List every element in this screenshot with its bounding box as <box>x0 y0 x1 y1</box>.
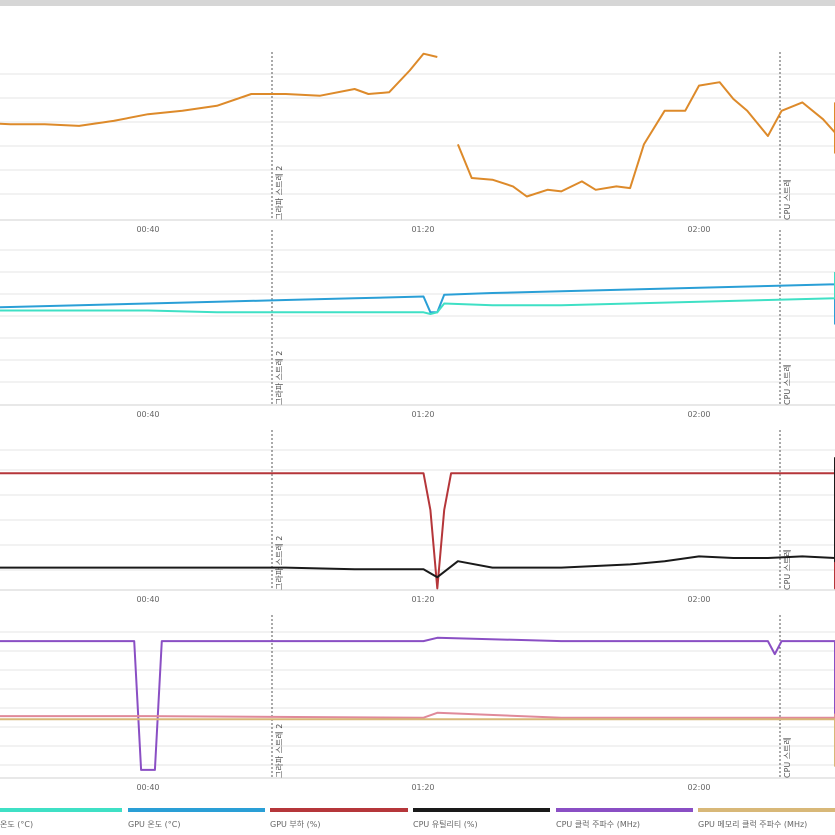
event-marker-label: CPU 스트레 <box>783 364 792 405</box>
event-marker-label: 그라파 스트레 2 <box>275 536 284 590</box>
x-tick-label: 01:20 <box>411 410 434 419</box>
series-line-gpu_load <box>0 472 835 590</box>
legend-item[interactable]: CPU 유틸리티 (%) <box>413 806 550 835</box>
legend-swatch <box>0 808 122 812</box>
series-line-cpu_temp <box>0 272 835 315</box>
chart-panel-2: 00:40 01:20 02:00 그라파 스트레 2 CPU 스트레 <box>0 230 835 419</box>
legend-swatch <box>270 808 408 812</box>
chart-stack: 00:40 01:20 02:00 그라파 스트레 2 CPU 스트레 00:40 01:2… <box>0 52 835 792</box>
legend-item[interactable]: GPU 부하 (%) <box>270 806 408 835</box>
event-marker-label: CPU 스트레 <box>783 179 792 220</box>
legend-swatch <box>128 808 265 812</box>
series-line-gpu_temp <box>0 281 835 325</box>
x-tick-label: 02:00 <box>687 410 710 419</box>
event-marker-label: 그라파 스트레 2 <box>275 351 284 405</box>
legend-label: GPU 부하 (%) <box>270 820 321 829</box>
x-tick-label: 02:00 <box>687 225 710 234</box>
event-marker-label: 그라파 스트레 2 <box>275 724 284 778</box>
legend-swatch <box>556 808 693 812</box>
x-tick-label: 00:40 <box>136 410 159 419</box>
series-line-gpu_mem_clock <box>0 718 835 767</box>
series-line-panel1_line <box>0 52 835 198</box>
legend-swatch <box>413 808 550 812</box>
legend-label: 온도 (°C) <box>0 820 34 829</box>
series-line-cpu_util <box>0 457 835 579</box>
x-tick-label: 01:20 <box>411 225 434 234</box>
x-tick-label: 00:40 <box>136 595 159 604</box>
top-bar <box>0 0 835 6</box>
legend-label: CPU 클럭 주파수 (MHz) <box>556 820 641 829</box>
series-line-cpu_temp_pink <box>0 711 835 759</box>
legend-item[interactable]: GPU 온도 (°C) <box>128 806 265 835</box>
event-marker-label: 그라파 스트레 2 <box>275 166 284 220</box>
legend-swatch <box>698 808 835 812</box>
event-marker-label: CPU 스트레 <box>783 737 792 778</box>
chart-panel-1: 00:40 01:20 02:00 그라파 스트레 2 CPU 스트레 <box>0 52 835 234</box>
legend-item[interactable]: CPU 클럭 주파수 (MHz) <box>556 806 693 835</box>
legend-item[interactable]: GPU 메모리 클럭 주파수 (MHz) <box>698 806 835 835</box>
event-marker-label: CPU 스트레 <box>783 549 792 590</box>
x-tick-label: 01:20 <box>411 595 434 604</box>
x-tick-label: 00:40 <box>136 783 159 792</box>
legend-item[interactable]: 온도 (°C) <box>0 806 122 835</box>
x-tick-label: 00:40 <box>136 225 159 234</box>
legend-label: CPU 유틸리티 (%) <box>413 820 478 829</box>
x-tick-label: 01:20 <box>411 783 434 792</box>
chart-panel-3: 00:40 01:20 02:00 그라파 스트레 2 CPU 스트레 <box>0 430 835 604</box>
legend: 온도 (°C) GPU 온도 (°C) GPU 부하 (%) CPU 유틸리티 (%)… <box>0 806 835 835</box>
x-tick-label: 02:00 <box>687 783 710 792</box>
x-tick-label: 02:00 <box>687 595 710 604</box>
legend-label: GPU 온도 (°C) <box>128 820 181 829</box>
chart-panel-4: 00:40 01:20 02:00 그라파 스트레 2 CPU 스트레 <box>0 615 835 792</box>
legend-label: GPU 메모리 클럭 주파수 (MHz) <box>698 820 808 829</box>
series-line-cpu_clock <box>0 636 835 771</box>
